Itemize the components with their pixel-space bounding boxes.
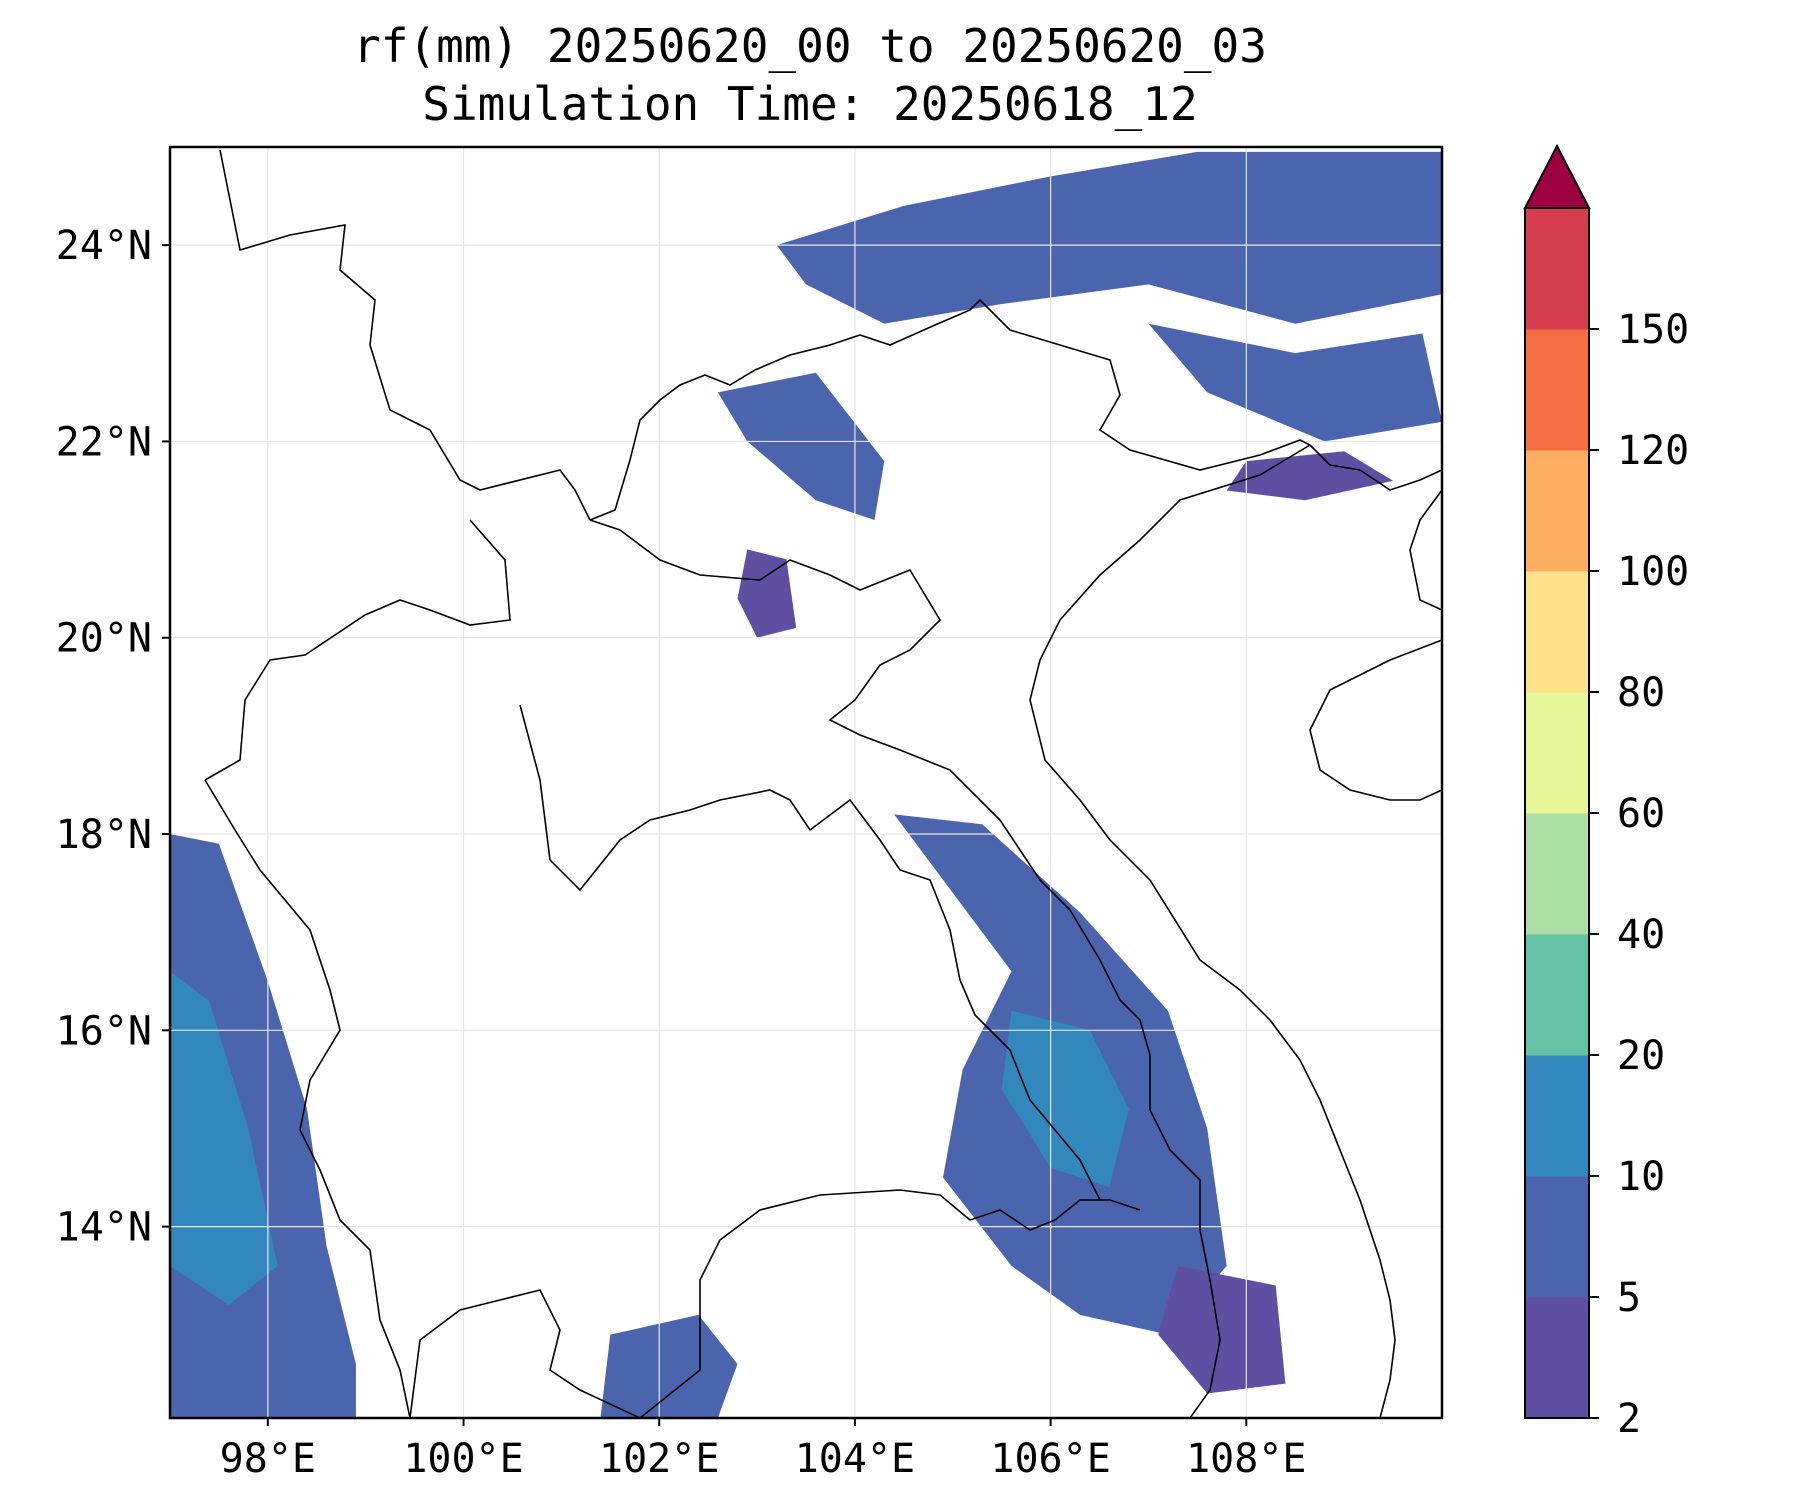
- colorbar-tick-label: 10: [1617, 1154, 1665, 1200]
- colorbar-segment: [1525, 934, 1589, 1056]
- colorbar-segment: [1525, 1055, 1589, 1177]
- colorbar-tick-label: 150: [1617, 307, 1689, 353]
- lat-tick-label: 24°N: [56, 223, 152, 269]
- coast-hainan: [1309, 639, 1442, 801]
- rain-region-central-highlands-core: [1001, 1010, 1129, 1188]
- colorbar-tick-label: 5: [1617, 1275, 1641, 1321]
- lat-tick-label: 20°N: [56, 616, 152, 662]
- colorbar-tick-label: 20: [1617, 1033, 1665, 1079]
- rain-region-north-china-band: [776, 151, 1442, 324]
- country-borders: [204, 149, 1442, 1418]
- border-laos-thailand: [519, 704, 1011, 1051]
- border-myanmar-laos-thailand: [204, 519, 511, 781]
- rain-region-north-vietnam-streaks: [717, 372, 885, 520]
- map-background: [170, 147, 1442, 1418]
- colorbar-segment: [1525, 813, 1589, 935]
- border-cambodia-vietnam: [1149, 1109, 1221, 1418]
- colorbar-tick-label: 80: [1617, 670, 1665, 716]
- map-area: 98°E 100°E 102°E 104°E 106°E 108°E 14°N 16°N 18…: [56, 145, 1444, 1482]
- colorbar: 2 5 10 20 40 60 80 100 120 150: [1523, 143, 1689, 1442]
- lon-tick-label: 108°E: [1186, 1436, 1306, 1482]
- latitude-ticks: 14°N 16°N 18°N 20°N 22°N 24°N: [56, 223, 170, 1251]
- colorbar-tick-label: 2: [1617, 1396, 1641, 1442]
- lon-tick-label: 102°E: [599, 1436, 719, 1482]
- map-title: rf(mm) 20250620_00 to 20250620_03: [353, 19, 1267, 73]
- lat-tick-label: 16°N: [56, 1008, 152, 1054]
- map-subtitle: Simulation Time: 20250618_12: [422, 77, 1198, 131]
- gridlines: [170, 147, 1442, 1418]
- lat-tick-label: 22°N: [56, 419, 152, 465]
- rain-region-gulf-tonkin-coast: [1226, 451, 1394, 501]
- border-laos-vietnam: [589, 519, 1151, 1110]
- rain-region-guangxi-cells: [1148, 323, 1442, 442]
- rain-region-south-cambodia-cell: [600, 1314, 738, 1418]
- map-frame: [168, 145, 1444, 1420]
- colorbar-segment: [1525, 571, 1589, 693]
- colorbar-tick-label: 60: [1617, 791, 1665, 837]
- border-thailand-cambodia: [639, 1189, 1141, 1418]
- colorbar-tick-label: 120: [1617, 428, 1689, 474]
- rain-region-east-vietnam-south: [1158, 1265, 1286, 1394]
- colorbar-tick-label: 40: [1617, 912, 1665, 958]
- border-cambodia-laos: [1009, 1049, 1101, 1201]
- colorbar-segment: [1525, 329, 1589, 451]
- lon-tick-label: 100°E: [403, 1436, 523, 1482]
- colorbar-extend-arrow: [1523, 143, 1591, 209]
- coast-leizhou: [1409, 489, 1442, 611]
- rainfall-layer: [170, 151, 1442, 1418]
- border-thailand-myanmar-south: [204, 779, 411, 1418]
- coast-gulf-of-thailand: [409, 1289, 641, 1418]
- border-china-myanmar: [219, 149, 591, 521]
- lon-tick-label: 106°E: [990, 1436, 1110, 1482]
- border-china-laos-vietnam: [589, 298, 1311, 521]
- lat-tick-label: 14°N: [56, 1205, 152, 1251]
- coast-vietnam: [1029, 444, 1396, 1418]
- lon-tick-label: 104°E: [795, 1436, 915, 1482]
- colorbar-segment: [1525, 450, 1589, 572]
- colorbar-segment: [1525, 1176, 1589, 1298]
- rain-region-myanmar-core: [170, 971, 278, 1306]
- rain-region-north-laos-cell: [737, 549, 797, 638]
- lon-tick-label: 98°E: [220, 1436, 316, 1482]
- longitude-ticks: 98°E 100°E 102°E 104°E 106°E 108°E: [220, 1418, 1307, 1482]
- colorbar-segment: [1525, 208, 1589, 330]
- colorbar-tick-label: 100: [1617, 549, 1689, 595]
- colorbar-segment: [1525, 692, 1589, 814]
- colorbar-segment: [1525, 1297, 1589, 1419]
- coast-china-south: [1309, 444, 1442, 491]
- lat-tick-label: 18°N: [56, 812, 152, 858]
